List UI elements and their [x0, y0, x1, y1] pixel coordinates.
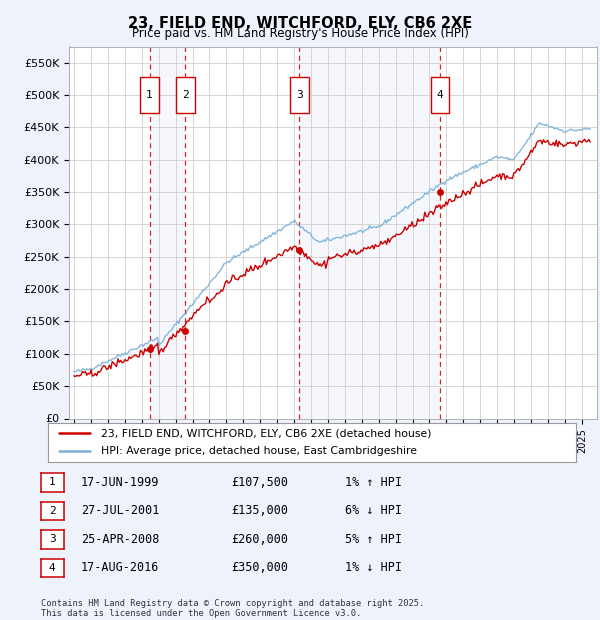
- Text: Price paid vs. HM Land Registry's House Price Index (HPI): Price paid vs. HM Land Registry's House …: [131, 27, 469, 40]
- Text: 25-APR-2008: 25-APR-2008: [81, 533, 160, 546]
- Bar: [176, 77, 194, 113]
- Text: 6% ↓ HPI: 6% ↓ HPI: [345, 505, 402, 517]
- Text: 27-JUL-2001: 27-JUL-2001: [81, 505, 160, 517]
- Text: £350,000: £350,000: [231, 562, 288, 574]
- Text: 23, FIELD END, WITCHFORD, ELY, CB6 2XE (detached house): 23, FIELD END, WITCHFORD, ELY, CB6 2XE (…: [101, 428, 431, 438]
- Bar: [299, 46, 440, 419]
- Text: 1% ↓ HPI: 1% ↓ HPI: [345, 562, 402, 574]
- Text: 5% ↑ HPI: 5% ↑ HPI: [345, 533, 402, 546]
- Text: Contains HM Land Registry data © Crown copyright and database right 2025.
This d: Contains HM Land Registry data © Crown c…: [41, 599, 424, 618]
- Text: 3: 3: [49, 534, 56, 544]
- Text: HPI: Average price, detached house, East Cambridgeshire: HPI: Average price, detached house, East…: [101, 446, 417, 456]
- Text: 2: 2: [182, 90, 188, 100]
- Bar: [431, 77, 449, 113]
- Text: 4: 4: [49, 563, 56, 573]
- Text: 2: 2: [49, 506, 56, 516]
- Bar: [140, 77, 159, 113]
- Text: 1% ↑ HPI: 1% ↑ HPI: [345, 476, 402, 489]
- Text: 1: 1: [146, 90, 153, 100]
- Text: £135,000: £135,000: [231, 505, 288, 517]
- Text: £107,500: £107,500: [231, 476, 288, 489]
- Text: 1: 1: [49, 477, 56, 487]
- Text: 3: 3: [296, 90, 303, 100]
- Text: 17-JUN-1999: 17-JUN-1999: [81, 476, 160, 489]
- Bar: [290, 77, 309, 113]
- Text: £260,000: £260,000: [231, 533, 288, 546]
- Text: 23, FIELD END, WITCHFORD, ELY, CB6 2XE: 23, FIELD END, WITCHFORD, ELY, CB6 2XE: [128, 16, 472, 30]
- Text: 4: 4: [437, 90, 443, 100]
- Text: 17-AUG-2016: 17-AUG-2016: [81, 562, 160, 574]
- Bar: [149, 46, 185, 419]
